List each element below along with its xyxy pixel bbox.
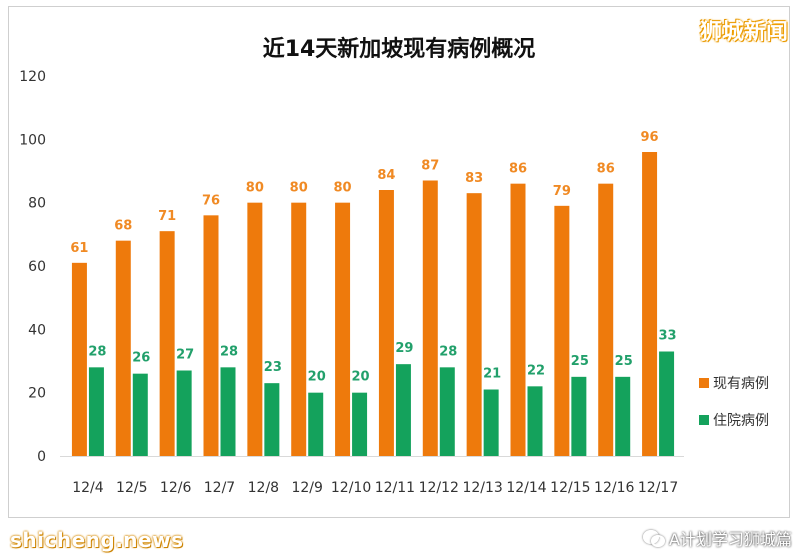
chart-frame xyxy=(8,6,790,518)
bar-current-cases xyxy=(335,202,351,456)
bar-current-cases xyxy=(598,183,614,456)
bar-hospitalized-cases xyxy=(176,370,192,456)
bar-current-cases xyxy=(71,262,87,456)
data-label-hospitalized-cases: 20 xyxy=(308,370,326,385)
x-tick-label: 12/7 xyxy=(204,480,235,496)
data-label-current-cases: 76 xyxy=(202,193,220,208)
bar-current-cases xyxy=(642,152,658,456)
data-label-hospitalized-cases: 23 xyxy=(264,360,282,375)
data-label-hospitalized-cases: 28 xyxy=(220,344,238,359)
bar-hospitalized-cases xyxy=(483,389,499,456)
x-tick-label: 12/13 xyxy=(462,480,502,496)
bar-current-cases xyxy=(378,190,394,456)
data-label-hospitalized-cases: 21 xyxy=(483,367,501,382)
bar-hospitalized-cases xyxy=(659,351,675,456)
bar-current-cases xyxy=(554,205,570,456)
x-tick-label: 12/6 xyxy=(160,480,192,496)
bar-hospitalized-cases xyxy=(132,373,148,456)
brand-watermark-bottom: shicheng.news xyxy=(10,528,184,552)
bar-hospitalized-cases xyxy=(220,367,236,456)
data-label-current-cases: 79 xyxy=(553,184,571,199)
bar-hospitalized-cases xyxy=(439,367,455,456)
data-label-hospitalized-cases: 27 xyxy=(176,348,194,363)
bar-hospitalized-cases xyxy=(352,392,368,456)
bar-current-cases xyxy=(247,202,263,456)
data-label-current-cases: 71 xyxy=(158,209,176,224)
legend-label-current-cases: 现有病例 xyxy=(713,376,769,392)
x-tick-label: 12/5 xyxy=(116,480,147,496)
source-credit: A计划学习狮城篇 xyxy=(643,526,792,550)
bar-chart: 近14天新加坡现有病例概况 0 20 40 60 80 100 120 61 28 12/4 68 26… xyxy=(19,36,769,496)
data-label-hospitalized-cases: 29 xyxy=(395,341,413,356)
bar-hospitalized-cases xyxy=(615,376,631,456)
data-label-current-cases: 68 xyxy=(114,219,132,234)
y-tick-label: 120 xyxy=(19,69,46,85)
bar-current-cases xyxy=(115,240,131,456)
x-tick-label: 12/15 xyxy=(550,480,590,496)
data-label-current-cases: 86 xyxy=(509,162,527,177)
bar-hospitalized-cases xyxy=(264,383,280,456)
data-label-current-cases: 80 xyxy=(290,181,308,196)
data-label-hospitalized-cases: 25 xyxy=(571,354,589,369)
y-tick-label: 100 xyxy=(19,132,46,148)
y-tick-label: 20 xyxy=(28,386,46,402)
x-tick-label: 12/11 xyxy=(375,480,415,496)
x-tick-label: 12/17 xyxy=(638,480,678,496)
bar-current-cases xyxy=(203,215,219,456)
x-tick-label: 12/10 xyxy=(331,480,371,496)
data-label-current-cases: 87 xyxy=(421,159,439,174)
bar-current-cases xyxy=(466,193,482,456)
y-tick-label: 60 xyxy=(28,259,46,275)
bar-current-cases xyxy=(291,202,307,456)
x-tick-label: 12/8 xyxy=(248,480,279,496)
brand-watermark-top: 狮城新闻 xyxy=(699,20,788,45)
bar-hospitalized-cases xyxy=(527,386,543,456)
bar-current-cases xyxy=(510,183,526,456)
data-label-current-cases: 61 xyxy=(70,241,88,256)
data-label-hospitalized-cases: 28 xyxy=(88,344,106,359)
bar-current-cases xyxy=(159,231,175,456)
data-label-hospitalized-cases: 25 xyxy=(615,354,633,369)
source-credit-label: A计划学习狮城篇 xyxy=(669,530,792,549)
data-label-current-cases: 83 xyxy=(465,171,483,186)
x-tick-label: 12/16 xyxy=(594,480,634,496)
y-tick-label: 0 xyxy=(37,449,46,465)
data-label-current-cases: 80 xyxy=(334,181,352,196)
data-label-hospitalized-cases: 20 xyxy=(352,370,370,385)
data-label-current-cases: 86 xyxy=(597,162,615,177)
y-tick-label: 80 xyxy=(28,196,46,212)
wechat-icon xyxy=(643,529,666,547)
legend-swatch-hospitalized-cases xyxy=(699,415,709,425)
x-tick-label: 12/14 xyxy=(506,480,546,496)
chart-title: 近14天新加坡现有病例概况 xyxy=(263,36,536,62)
data-label-hospitalized-cases: 22 xyxy=(527,363,545,378)
bar-hospitalized-cases xyxy=(571,376,587,456)
data-label-hospitalized-cases: 33 xyxy=(659,329,677,344)
y-tick-label: 40 xyxy=(28,322,46,338)
legend-swatch-current-cases xyxy=(699,378,709,388)
bar-hospitalized-cases xyxy=(308,392,324,456)
x-tick-label: 12/4 xyxy=(72,480,104,496)
data-label-current-cases: 84 xyxy=(377,168,395,183)
legend-label-hospitalized-cases: 住院病例 xyxy=(713,413,769,429)
bar-current-cases xyxy=(422,180,438,456)
x-tick-label: 12/9 xyxy=(291,480,322,496)
x-tick-label: 12/12 xyxy=(419,480,459,496)
bar-hospitalized-cases xyxy=(395,364,411,456)
bar-hospitalized-cases xyxy=(88,367,104,456)
data-label-hospitalized-cases: 26 xyxy=(132,351,150,366)
data-label-current-cases: 80 xyxy=(246,181,264,196)
data-label-hospitalized-cases: 28 xyxy=(439,344,457,359)
data-label-current-cases: 96 xyxy=(641,130,659,145)
